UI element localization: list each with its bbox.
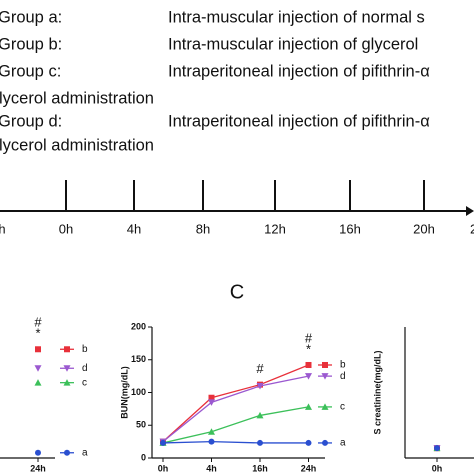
annotation: * xyxy=(35,326,40,341)
legend-marker xyxy=(321,403,329,410)
group-description-cont: lycerol administration xyxy=(0,89,154,107)
marker xyxy=(208,438,215,445)
group-description: Intra-muscular injection of glycerol xyxy=(168,35,418,53)
group-label: Group c: xyxy=(0,62,61,80)
marker xyxy=(208,428,215,435)
legend-label: c xyxy=(82,377,87,388)
legend-marker xyxy=(63,365,71,372)
marker xyxy=(160,439,166,446)
y-tick-label: 50 xyxy=(136,420,146,430)
group-description: Intra-muscular injection of normal s xyxy=(168,8,425,26)
x-tick-label: 0h xyxy=(432,463,443,473)
group-description: Intraperitoneal injection of pifithrin-α xyxy=(168,112,430,130)
group-label: Group b: xyxy=(0,35,62,53)
marker xyxy=(434,445,440,452)
legend-marker xyxy=(321,373,329,380)
marker xyxy=(35,449,41,456)
y-tick-label: 0 xyxy=(141,452,146,462)
marker xyxy=(208,399,215,406)
timeline-label: 20h xyxy=(413,221,435,236)
series-line xyxy=(162,375,309,443)
timeline-label: 12h xyxy=(264,221,286,236)
timeline-label: 8h xyxy=(196,221,210,236)
x-tick-label: 24h xyxy=(30,463,46,473)
series-line xyxy=(162,364,309,443)
legend-marker xyxy=(322,439,328,446)
timeline-label: 4h xyxy=(127,221,141,236)
marker xyxy=(305,439,312,446)
marker xyxy=(257,439,263,446)
panel-label: C xyxy=(230,281,244,303)
annotation: # xyxy=(34,315,42,330)
legend-label: a xyxy=(340,438,346,449)
marker xyxy=(35,346,41,353)
marker xyxy=(305,373,312,380)
group-label: Group d: xyxy=(0,112,62,130)
legend-label: b xyxy=(82,344,88,355)
legend-label: a xyxy=(82,447,88,458)
legend-marker xyxy=(63,379,71,386)
annotation: # xyxy=(256,361,264,376)
annotation: # xyxy=(305,330,313,345)
marker xyxy=(256,411,264,419)
marker xyxy=(34,365,42,372)
timeline-label: 24h xyxy=(470,221,474,236)
x-tick-label: 16h xyxy=(252,463,268,473)
legend-label: d xyxy=(82,363,88,374)
annotation: * xyxy=(306,341,311,356)
y-tick-label: 200 xyxy=(131,321,146,331)
marker xyxy=(34,379,42,386)
legend-label: d xyxy=(340,371,346,382)
group-description-cont: lycerol administration xyxy=(0,136,154,154)
legend-marker xyxy=(64,346,70,353)
series-line xyxy=(162,406,309,444)
timeline-arrow xyxy=(466,206,474,216)
legend-label: b xyxy=(340,360,346,371)
x-tick-label: 24h xyxy=(301,463,317,473)
marker xyxy=(305,361,312,368)
group-label: Group a: xyxy=(0,8,62,26)
series-line xyxy=(162,440,309,444)
marker xyxy=(305,403,312,410)
legend-marker xyxy=(64,449,70,456)
marker xyxy=(208,394,215,401)
legend-label: c xyxy=(340,402,345,413)
legend-marker xyxy=(322,361,328,368)
group-description: Intraperitoneal injection of pifithrin-α xyxy=(168,62,430,80)
timeline-label: h xyxy=(0,221,6,236)
x-tick-label: 4h xyxy=(206,463,217,473)
y-axis-label: S creatinine(mg/dL) xyxy=(372,350,382,434)
y-axis-label: BUN(mg/dL) xyxy=(119,366,129,419)
y-tick-label: 150 xyxy=(131,354,146,364)
y-tick-label: 100 xyxy=(131,387,146,397)
x-tick-label: 0h xyxy=(158,463,169,473)
timeline-label: 16h xyxy=(339,221,361,236)
timeline-label: 0h xyxy=(59,221,73,236)
marker xyxy=(256,382,264,390)
